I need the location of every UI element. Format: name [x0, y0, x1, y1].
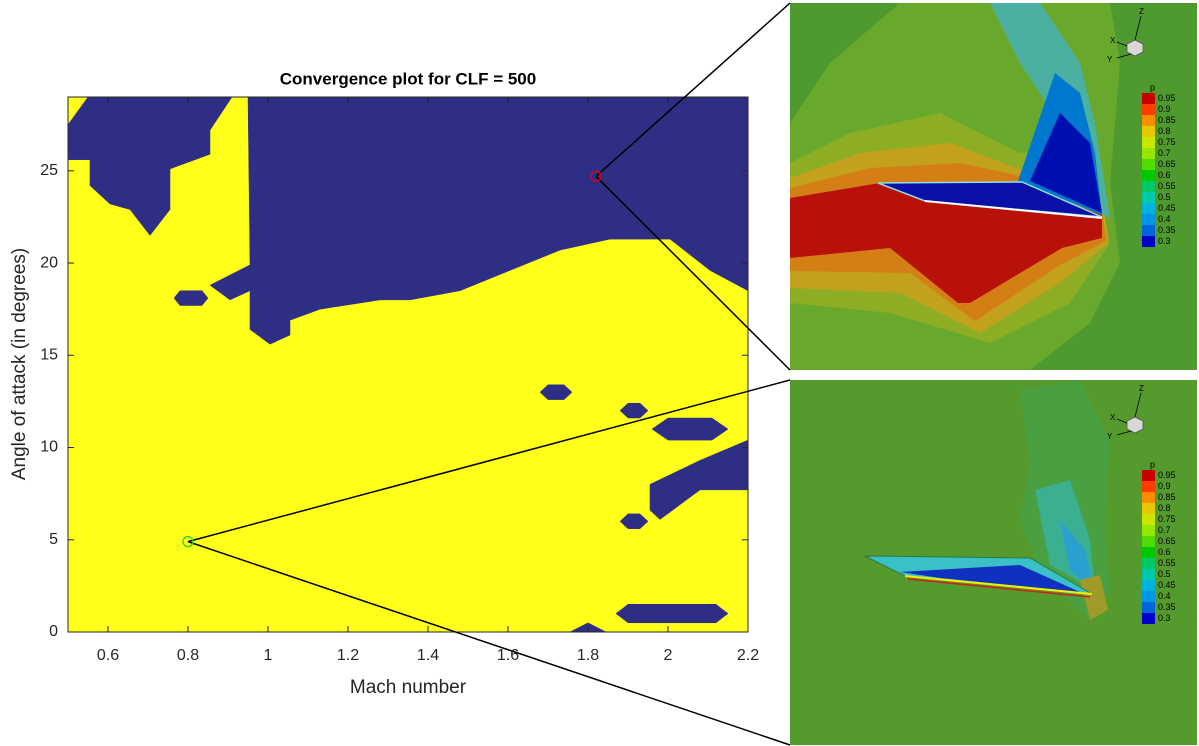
colorbar-tick-label: 0.5: [1158, 192, 1171, 202]
colorbar-swatch: [1142, 580, 1155, 591]
x-tick-label: 2.2: [737, 647, 759, 664]
colorbar-tick-label: 0.95: [1158, 93, 1176, 103]
x-tick-label: 1.4: [417, 647, 439, 664]
colorbar-swatch: [1142, 525, 1155, 536]
inset-top: p0.950.90.850.80.750.70.650.60.550.50.45…: [790, 3, 1197, 370]
colorbar-tick-label: 0.75: [1158, 137, 1176, 147]
colorbar-swatch: [1142, 192, 1155, 203]
colorbar-tick-label: 0.65: [1158, 536, 1176, 546]
colorbar-tick-label: 0.9: [1158, 104, 1171, 114]
x-tick-label: 1: [264, 647, 273, 664]
chart-title: Convergence plot for CLF = 500: [280, 69, 536, 88]
colorbar-swatch: [1142, 492, 1155, 503]
colorbar-swatch: [1142, 225, 1155, 236]
colorbar-tick-label: 0.55: [1158, 181, 1176, 191]
region: [616, 604, 728, 623]
colorbar-swatch: [1142, 236, 1155, 247]
triad-label: X: [1110, 413, 1116, 422]
colorbar-swatch: [1142, 159, 1155, 170]
colorbar-swatch: [1142, 470, 1155, 481]
colorbar-swatch: [1142, 558, 1155, 569]
colorbar-tick-label: 0.6: [1158, 170, 1171, 180]
region: [652, 418, 728, 440]
colorbar-tick-label: 0.7: [1158, 525, 1171, 535]
triad-label: Y: [1107, 432, 1113, 441]
colorbar-tick-label: 0.85: [1158, 115, 1176, 125]
colorbar-tick-label: 0.35: [1158, 225, 1176, 235]
colorbar-tick-label: 0.55: [1158, 558, 1176, 568]
colorbar-tick-label: 0.4: [1158, 214, 1171, 224]
colorbar-swatch: [1142, 613, 1155, 624]
triad-label: Y: [1107, 55, 1113, 64]
colorbar-tick-label: 0.6: [1158, 547, 1171, 557]
y-axis-label: Angle of attack (in degrees): [9, 248, 30, 480]
colorbar-swatch: [1142, 93, 1155, 104]
colorbar-tick-label: 0.45: [1158, 580, 1176, 590]
colorbar-swatch: [1142, 514, 1155, 525]
triad-label: X: [1110, 36, 1116, 45]
colorbar-swatch: [1142, 137, 1155, 148]
colorbar-tick-label: 0.85: [1158, 492, 1176, 502]
colorbar-swatch: [1142, 591, 1155, 602]
triad-label: Z: [1139, 384, 1144, 393]
y-tick-label: 10: [40, 439, 58, 456]
colorbar-title: p: [1150, 459, 1155, 469]
triad-label: Z: [1139, 7, 1144, 16]
x-tick-label: 1.8: [577, 647, 599, 664]
figure: p0.950.90.850.80.750.70.650.60.550.50.45…: [0, 0, 1199, 746]
colorbar-swatch: [1142, 569, 1155, 580]
x-tick-label: 1.2: [337, 647, 359, 664]
y-tick-label: 15: [40, 346, 58, 363]
colorbar-swatch: [1142, 148, 1155, 159]
colorbar-tick-label: 0.3: [1158, 236, 1171, 246]
y-tick-label: 25: [40, 162, 58, 179]
colorbar-tick-label: 0.3: [1158, 613, 1171, 623]
colorbar-swatch: [1142, 203, 1155, 214]
colorbar-swatch: [1142, 104, 1155, 115]
colorbar-swatch: [1142, 481, 1155, 492]
colorbar-swatch: [1142, 214, 1155, 225]
triad-cube: [1127, 417, 1143, 433]
colorbar-swatch: [1142, 126, 1155, 137]
colorbar-swatch: [1142, 170, 1155, 181]
x-tick-label: 0.8: [177, 647, 199, 664]
colorbar-tick-label: 0.7: [1158, 148, 1171, 158]
colorbar-title: p: [1150, 82, 1155, 92]
colorbar-tick-label: 0.8: [1158, 126, 1171, 136]
colorbar-tick-label: 0.9: [1158, 481, 1171, 491]
colorbar-tick-label: 0.35: [1158, 602, 1176, 612]
x-tick-label: 0.6: [97, 647, 119, 664]
colorbar-swatch: [1142, 547, 1155, 558]
colorbar-tick-label: 0.75: [1158, 514, 1176, 524]
colorbar-tick-label: 0.65: [1158, 159, 1176, 169]
y-tick-label: 5: [49, 531, 58, 548]
x-tick-label: 2: [664, 647, 673, 664]
colorbar-swatch: [1142, 181, 1155, 192]
region: [174, 291, 208, 306]
x-axis-label: Mach number: [350, 677, 467, 698]
colorbar-tick-label: 0.5: [1158, 569, 1171, 579]
colorbar-swatch: [1142, 602, 1155, 613]
colorbar-swatch: [1142, 115, 1155, 126]
colorbar-tick-label: 0.45: [1158, 203, 1176, 213]
colorbar-swatch: [1142, 503, 1155, 514]
colorbar-tick-label: 0.4: [1158, 591, 1171, 601]
inset-bottom: p0.950.90.850.80.750.70.650.60.550.50.45…: [790, 380, 1197, 745]
colorbar-tick-label: 0.8: [1158, 503, 1171, 513]
triad-cube: [1127, 40, 1143, 56]
y-tick-label: 0: [49, 623, 58, 640]
page: {"chart_data": {"type": "region", "title…: [0, 0, 1199, 746]
colorbar-tick-label: 0.95: [1158, 470, 1176, 480]
y-tick-label: 20: [40, 254, 58, 271]
colorbar-swatch: [1142, 536, 1155, 547]
